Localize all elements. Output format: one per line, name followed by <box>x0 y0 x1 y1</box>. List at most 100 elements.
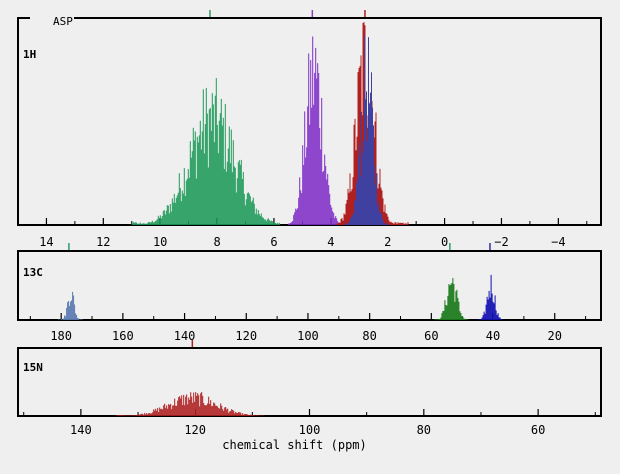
histogram-bar <box>211 131 212 225</box>
histogram-bar <box>386 213 387 225</box>
histogram-bar <box>302 145 303 225</box>
histogram-bar <box>360 176 361 225</box>
histogram-bar <box>157 219 158 225</box>
histogram-bar <box>118 415 119 416</box>
histogram-bar <box>502 319 503 320</box>
histogram-bar <box>147 414 148 416</box>
histogram-bar <box>307 106 308 225</box>
x-tick-label: 100 <box>299 423 321 437</box>
histogram-bar <box>461 317 462 320</box>
histogram-bar <box>197 393 198 416</box>
histogram-bar <box>153 409 154 416</box>
histogram-bar <box>160 409 161 416</box>
histogram-bar <box>206 88 207 225</box>
histogram-bar <box>253 415 254 416</box>
histogram-series <box>132 78 280 225</box>
histogram-bar <box>323 171 324 225</box>
histogram-bar <box>122 415 123 416</box>
panel-frame <box>18 251 601 320</box>
histogram-bar <box>380 213 381 225</box>
histogram-bar <box>496 310 497 320</box>
histogram-bar <box>80 320 81 321</box>
histogram-bar <box>463 318 464 320</box>
x-tick-label: 60 <box>424 329 438 343</box>
histogram-bar <box>185 196 186 225</box>
histogram-bar <box>339 223 340 226</box>
histogram-bar <box>120 415 121 416</box>
histogram-bar <box>489 291 490 320</box>
histogram-bar <box>75 313 76 320</box>
histogram-bar <box>267 219 268 225</box>
histogram-bar <box>167 409 168 416</box>
histogram-bar <box>258 416 259 417</box>
x-tick-label: 10 <box>153 235 167 249</box>
histogram-bar <box>443 311 444 320</box>
histogram-bar <box>217 125 218 225</box>
x-tick-label: −2 <box>494 235 508 249</box>
histogram-bar <box>376 174 377 225</box>
x-tick-label: 2 <box>384 235 391 249</box>
histogram-bar <box>273 223 274 225</box>
histogram-bar <box>265 219 266 225</box>
histogram-bar <box>145 224 146 225</box>
histogram-bar <box>163 405 164 416</box>
histogram-bar <box>458 302 459 320</box>
histogram-bar <box>78 318 79 320</box>
histogram-bar <box>150 414 151 416</box>
histogram-bar <box>261 214 262 226</box>
histogram-bar <box>222 126 223 225</box>
histogram-bar <box>214 403 215 416</box>
histogram-bar <box>457 298 458 320</box>
histogram-bar <box>229 412 230 417</box>
histogram-bar <box>372 108 373 226</box>
histogram-bar <box>340 223 341 225</box>
histogram-bar <box>144 224 145 226</box>
histogram-bar <box>241 415 242 416</box>
histogram-bar <box>256 415 257 416</box>
histogram-bar <box>354 200 355 226</box>
histogram-bar <box>165 408 166 416</box>
histogram-bar <box>246 414 247 416</box>
histogram-bar <box>179 396 180 416</box>
histogram-bar <box>186 394 187 416</box>
histogram-bar <box>136 223 137 226</box>
histogram-bar <box>255 416 256 417</box>
histogram-bar <box>179 173 180 225</box>
histogram-bar <box>455 291 456 320</box>
histogram-bar <box>355 201 356 225</box>
histogram-bar <box>448 284 449 320</box>
histogram-bar <box>220 113 221 225</box>
histogram-bar <box>190 141 191 225</box>
histogram-bar <box>170 404 171 416</box>
histogram-bar <box>67 302 68 320</box>
histogram-bar <box>194 402 195 416</box>
histogram-bar <box>156 220 157 225</box>
histogram-bar <box>389 220 390 225</box>
histogram-bar <box>208 168 209 226</box>
histogram-bar <box>168 206 169 225</box>
histogram-bar <box>439 319 440 320</box>
histogram-bar <box>242 413 243 416</box>
histogram-bar <box>266 221 267 225</box>
histogram-bar <box>305 158 306 226</box>
histogram-bar <box>382 218 383 225</box>
histogram-bar <box>185 397 186 416</box>
histogram-bar <box>292 221 293 225</box>
histogram-bar <box>132 415 133 416</box>
histogram-bar <box>298 198 299 225</box>
histogram-bar <box>207 403 208 416</box>
x-tick-label: 180 <box>50 329 72 343</box>
histogram-bar <box>226 172 227 225</box>
histogram-bar <box>66 308 67 320</box>
histogram-bar <box>205 124 206 225</box>
histogram-bar <box>312 37 313 226</box>
histogram-bar <box>397 224 398 225</box>
histogram-bar <box>349 193 350 225</box>
histogram-bar <box>227 409 228 416</box>
histogram-bar <box>186 181 187 225</box>
histogram-bar <box>447 296 448 320</box>
histogram-bar <box>140 223 141 226</box>
histogram-bar <box>352 213 353 225</box>
x-tick-label: 14 <box>39 235 53 249</box>
histogram-bar <box>141 224 142 225</box>
